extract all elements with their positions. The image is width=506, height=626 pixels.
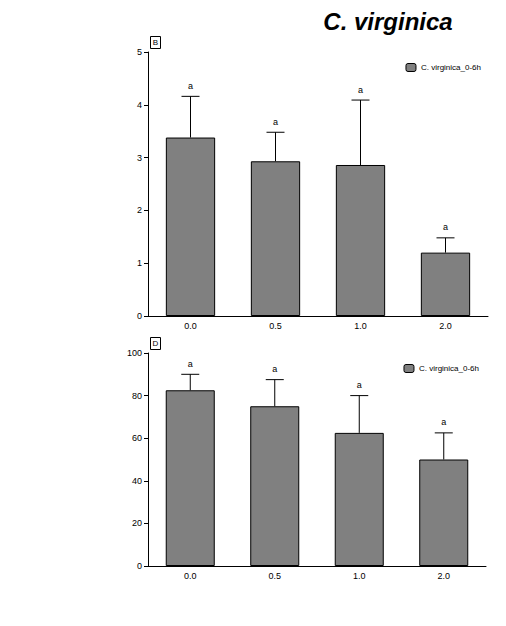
svg-text:80: 80 [132,391,142,401]
svg-text:0: 0 [137,561,142,571]
svg-text:a: a [443,222,448,232]
svg-text:1.0: 1.0 [353,571,366,581]
svg-text:1: 1 [137,258,142,268]
svg-text:3: 3 [137,153,142,163]
svg-text:a: a [188,81,193,91]
svg-text:C. virginica_0-6h: C. virginica_0-6h [419,364,479,373]
svg-text:a: a [358,85,363,95]
svg-text:0.0: 0.0 [184,321,197,331]
svg-text:0.0: 0.0 [184,571,197,581]
svg-text:5: 5 [137,47,142,57]
svg-text:a: a [272,364,277,374]
svg-text:2.0: 2.0 [439,321,452,331]
svg-text:4: 4 [137,100,142,110]
svg-text:1.0: 1.0 [354,321,367,331]
svg-text:0.5: 0.5 [269,321,282,331]
svg-text:C. virginica_0-6h: C. virginica_0-6h [421,63,481,72]
svg-text:40: 40 [132,476,142,486]
svg-text:100: 100 [127,348,142,358]
svg-text:20: 20 [132,518,142,528]
svg-text:C. virginica: C. virginica [323,8,452,35]
svg-text:a: a [188,359,193,369]
svg-text:0.5: 0.5 [268,571,281,581]
svg-text:B: B [153,38,158,47]
svg-text:a: a [441,417,446,427]
svg-text:a: a [273,117,278,127]
svg-text:0: 0 [137,311,142,321]
svg-text:D: D [153,339,159,348]
svg-text:2.0: 2.0 [437,571,450,581]
svg-text:2: 2 [137,205,142,215]
svg-text:60: 60 [132,433,142,443]
svg-text:a: a [357,380,362,390]
